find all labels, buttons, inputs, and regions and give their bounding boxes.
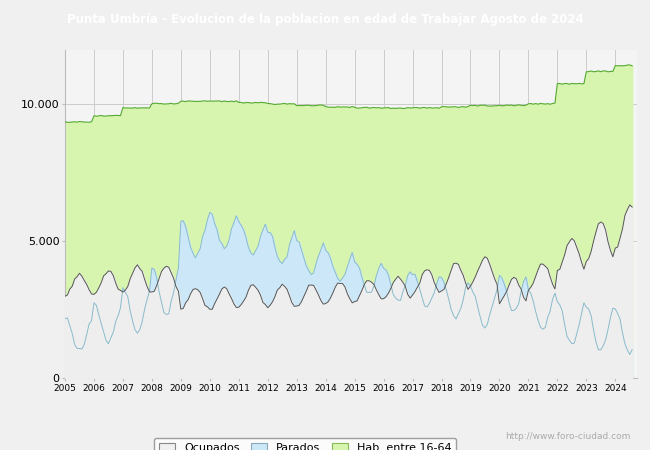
Text: Punta Umbría - Evolucion de la poblacion en edad de Trabajar Agosto de 2024: Punta Umbría - Evolucion de la poblacion… <box>66 13 584 26</box>
Text: http://www.foro-ciudad.com: http://www.foro-ciudad.com <box>505 432 630 441</box>
Legend: Ocupados, Parados, Hab. entre 16-64: Ocupados, Parados, Hab. entre 16-64 <box>154 438 456 450</box>
